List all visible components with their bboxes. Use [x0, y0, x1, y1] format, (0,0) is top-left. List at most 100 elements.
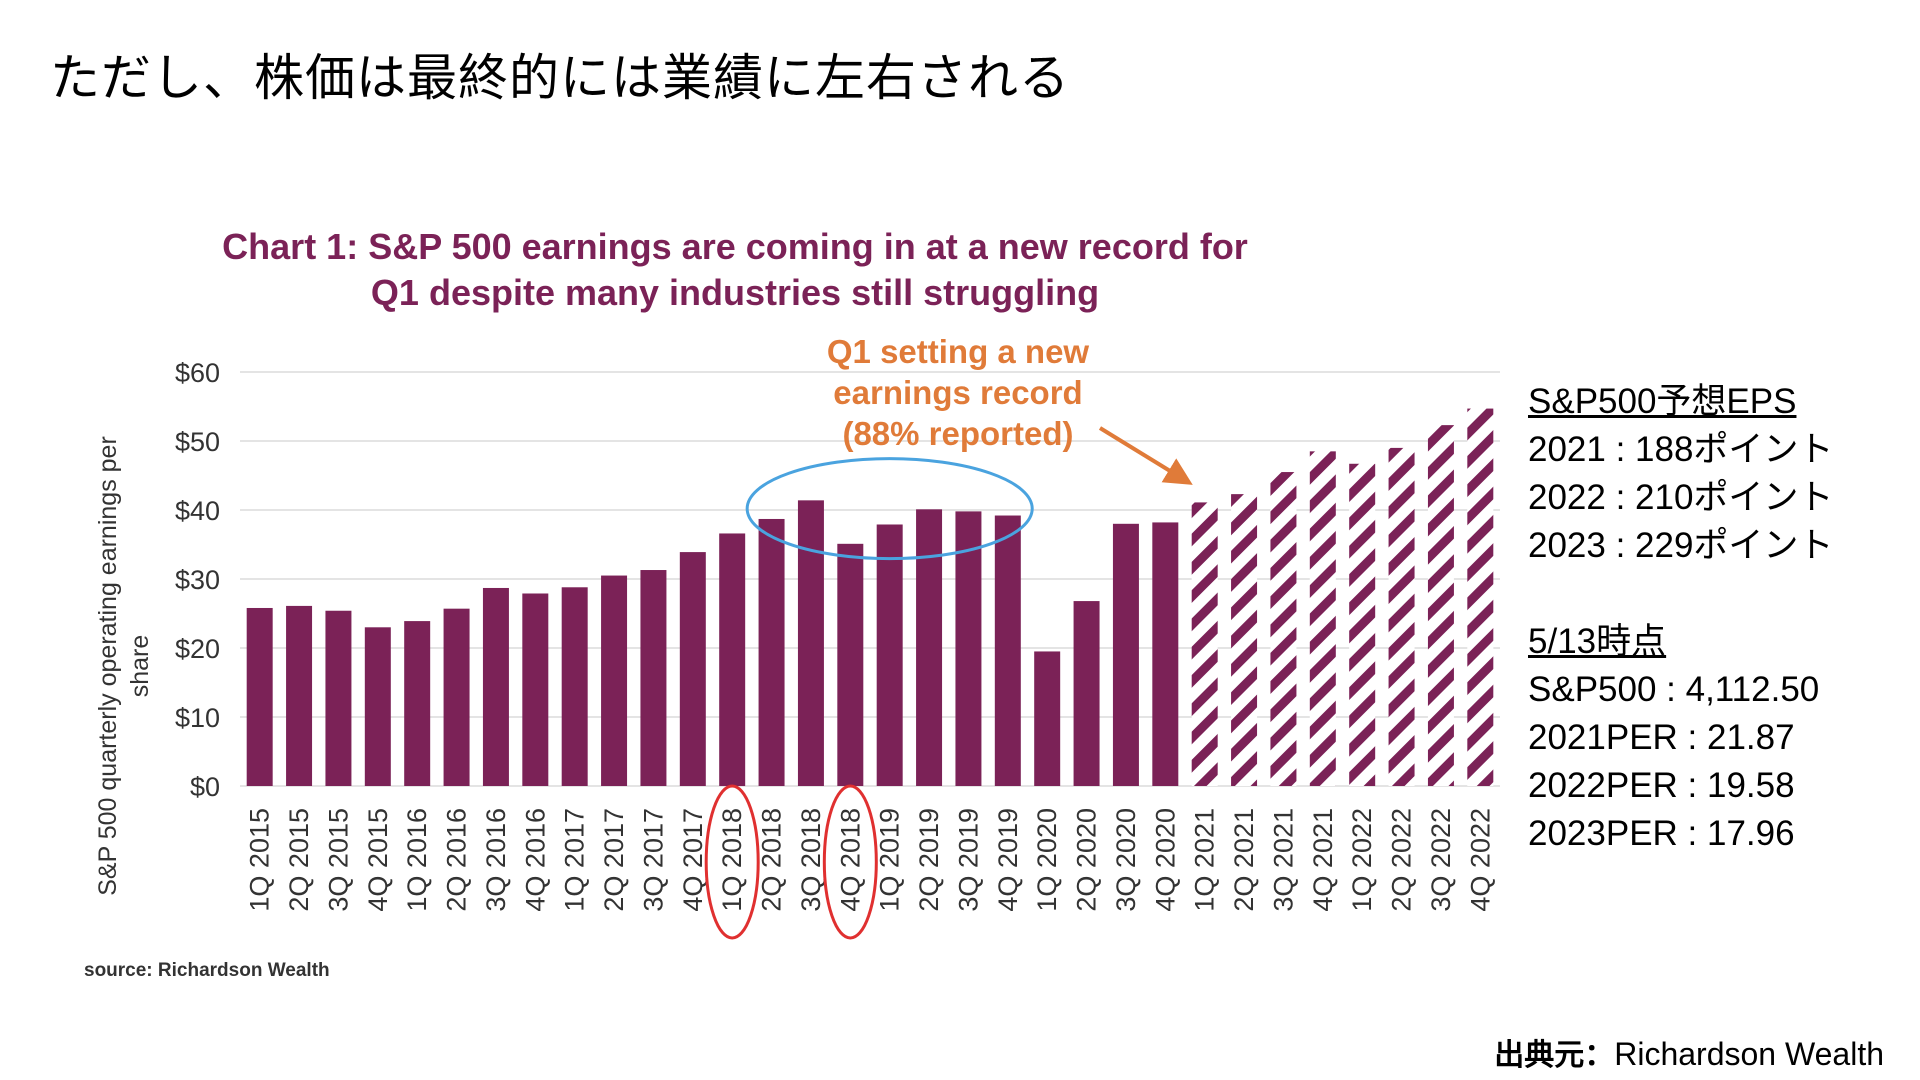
x-tick-label: 3Q 2022 — [1426, 808, 1456, 912]
bar-actual — [955, 511, 982, 786]
bar-actual — [246, 607, 273, 786]
x-tick-label: 3Q 2015 — [323, 808, 353, 912]
asof-line: S&P500 : 4,112.50 — [1528, 670, 1820, 709]
highlight-ellipse — [745, 457, 1034, 561]
x-tick-label: 1Q 2022 — [1347, 808, 1377, 912]
bar-actual — [601, 575, 628, 786]
bar-actual — [404, 621, 431, 786]
x-tick-label: 3Q 2018 — [796, 808, 826, 912]
asof-header: 5/13時点 — [1528, 622, 1667, 661]
highlights — [704, 457, 1034, 940]
chart-source: source: Richardson Wealth — [84, 960, 330, 981]
source-credit: 出典元：Richardson Wealth — [1494, 1030, 1884, 1074]
y-tick-label: $40 — [175, 496, 220, 526]
y-tick-label: $20 — [175, 634, 220, 664]
source-credit-name: Richardson Wealth — [1614, 1036, 1884, 1072]
x-tick-label: 4Q 2021 — [1308, 808, 1338, 912]
x-tick-label: 1Q 2019 — [875, 808, 905, 912]
bar-actual — [679, 552, 706, 786]
x-tick-label: 1Q 2021 — [1190, 808, 1220, 912]
bar-forecast — [1231, 494, 1258, 786]
x-tick-label: 4Q 2022 — [1465, 808, 1495, 912]
highlight-circle — [704, 784, 760, 940]
x-tick-label: 3Q 2020 — [1111, 808, 1141, 912]
y-tick-labels: $0 $10 $20 $30 $40 $50 $60 — [175, 358, 220, 802]
bar-actual — [325, 610, 352, 786]
bar-actual — [1073, 601, 1100, 786]
bar-actual — [522, 593, 549, 786]
highlight-circle — [822, 784, 878, 940]
bars — [246, 408, 1494, 786]
bar-actual — [719, 533, 746, 786]
x-tick-label: 2Q 2016 — [442, 808, 472, 912]
chart-title-line2: Q1 despite many industries still struggl… — [370, 272, 1100, 313]
bar-actual — [797, 500, 824, 786]
asof-line: 2023PER : 17.96 — [1528, 814, 1795, 853]
y-tick-label: $0 — [190, 772, 220, 802]
bar-actual — [286, 605, 313, 786]
bar-forecast — [1467, 408, 1494, 786]
x-tick-label: 4Q 2018 — [835, 808, 865, 912]
bar-forecast — [1191, 502, 1218, 786]
y-tick-label: $60 — [175, 358, 220, 388]
x-tick-label: 4Q 2015 — [363, 808, 393, 912]
bar-actual — [994, 515, 1021, 786]
x-tick-label: 2Q 2021 — [1229, 808, 1259, 912]
x-tick-label: 3Q 2019 — [953, 808, 983, 912]
x-tick-label: 1Q 2018 — [717, 808, 747, 912]
bar-actual — [758, 518, 785, 786]
x-tick-label: 4Q 2016 — [520, 808, 550, 912]
bar-actual — [1152, 522, 1179, 786]
eps-line: 2023 : 229ポイント — [1528, 526, 1834, 565]
x-tick-label: 2Q 2020 — [1072, 808, 1102, 912]
x-tick-label: 4Q 2019 — [993, 808, 1023, 912]
record-annotation: Q1 setting a new earnings record (88% re… — [827, 333, 1193, 485]
x-tick-label: 1Q 2015 — [245, 808, 275, 912]
x-tick-label: 1Q 2016 — [402, 808, 432, 912]
bar-actual — [916, 509, 943, 786]
x-tick-label: 4Q 2017 — [678, 808, 708, 912]
side-panel: S&P500予想EPS 2021 : 188ポイント 2022 : 210ポイン… — [1528, 378, 1833, 858]
bar-actual — [482, 587, 509, 786]
bar-actual — [837, 543, 864, 786]
x-tick-label: 4Q 2020 — [1150, 808, 1180, 912]
x-tick-label: 3Q 2017 — [638, 808, 668, 912]
asof-line: 2021PER : 21.87 — [1528, 718, 1795, 757]
x-tick-label: 2Q 2017 — [599, 808, 629, 912]
chart-title: Chart 1: S&P 500 earnings are coming in … — [120, 224, 1350, 316]
x-tick-label: 2Q 2015 — [284, 808, 314, 912]
annotation-line1: Q1 setting a new — [827, 333, 1090, 370]
annotation-line2: earnings record — [833, 374, 1082, 411]
y-tick-label: $30 — [175, 565, 220, 595]
bar-actual — [443, 608, 470, 786]
x-tick-label: 2Q 2019 — [914, 808, 944, 912]
bar-forecast — [1427, 425, 1454, 786]
bar-actual — [876, 524, 903, 786]
asof-line: 2022PER : 19.58 — [1528, 766, 1795, 805]
slide-title: ただし、株価は最終的には業績に左右される — [50, 49, 1070, 107]
bar-actual — [364, 627, 391, 786]
y-axis-label-line1: S&P 500 quarterly operating earnings per — [94, 436, 122, 896]
chart-title-line1: Chart 1: S&P 500 earnings are coming in … — [222, 226, 1248, 267]
bar-forecast — [1309, 451, 1336, 786]
y-axis-label-line2: share — [126, 635, 154, 698]
x-tick-label: 2Q 2018 — [757, 808, 787, 912]
x-tick-label: 2Q 2022 — [1387, 808, 1417, 912]
y-tick-label: $50 — [175, 427, 220, 457]
bar-actual — [1034, 651, 1061, 786]
x-tick-label: 1Q 2017 — [560, 808, 590, 912]
x-tick-labels: 1Q 2015 2Q 2015 3Q 2015 4Q 2015 1Q 2016 2Q 20… — [245, 808, 1496, 912]
bar-forecast — [1270, 472, 1297, 786]
annotation-line3: (88% reported) — [842, 415, 1073, 452]
source-credit-prefix: 出典元： — [1494, 1038, 1615, 1073]
bar-actual — [1112, 523, 1139, 786]
x-tick-label: 1Q 2020 — [1032, 808, 1062, 912]
eps-line: 2021 : 188ポイント — [1528, 430, 1834, 469]
bar-actual — [561, 587, 588, 786]
eps-header: S&P500予想EPS — [1528, 382, 1797, 421]
y-tick-label: $10 — [175, 703, 220, 733]
bar-forecast — [1388, 447, 1415, 786]
annotation-arrow — [1098, 426, 1193, 485]
bar-actual — [640, 570, 667, 786]
